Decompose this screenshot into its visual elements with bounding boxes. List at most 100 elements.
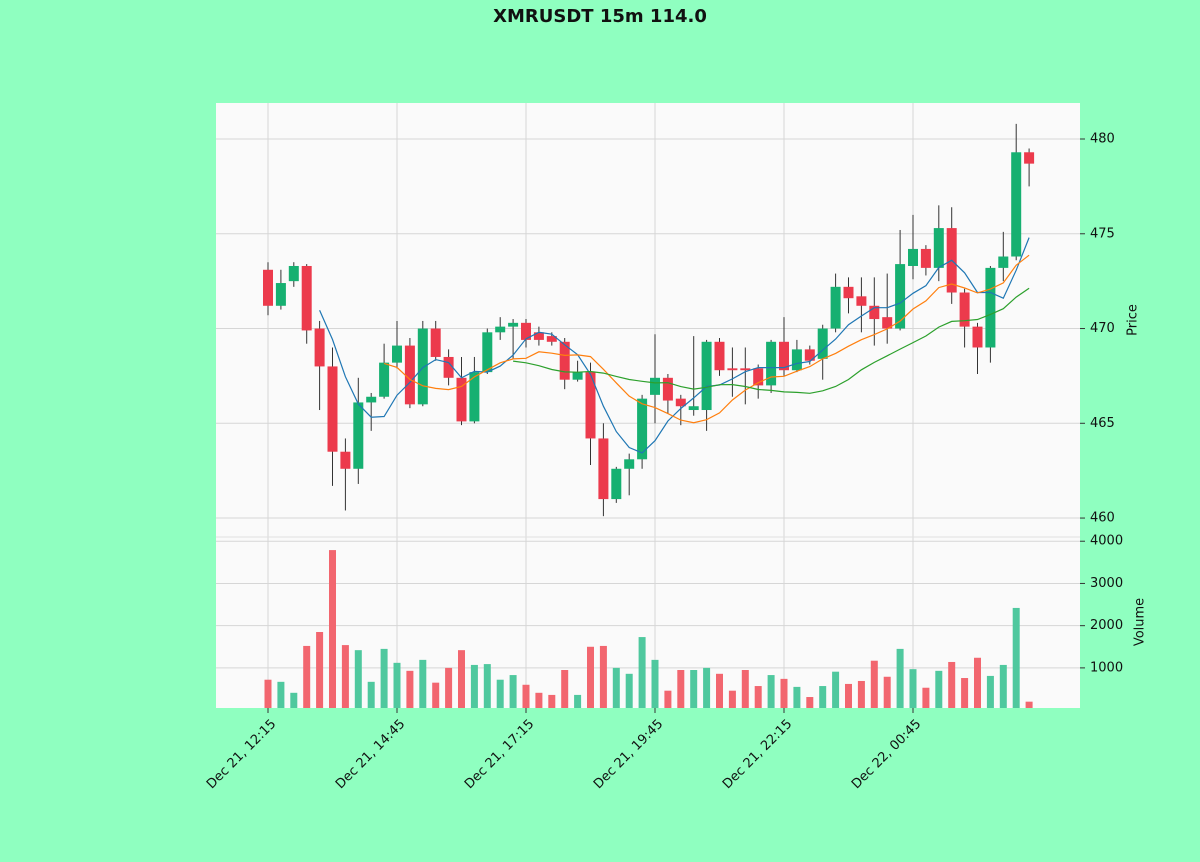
candle-body: [650, 377, 660, 395]
volume-bar: [406, 670, 414, 708]
candle-body: [611, 468, 622, 500]
volume-bar: [974, 657, 981, 708]
volume-bar: [690, 670, 698, 708]
chart-title: XMRUSDT 15m 114.0: [493, 6, 707, 27]
candle-body: [404, 345, 415, 405]
volume-bar: [625, 673, 633, 708]
candle-body: [327, 366, 338, 452]
candle-body: [856, 296, 867, 306]
volume-bar: [419, 659, 427, 708]
volume-tick-label: 3000: [1090, 576, 1123, 591]
x-tick-label: Dec 21, 22:15: [720, 717, 795, 792]
y-tick-label: 480: [1090, 132, 1115, 147]
x-tick-label: Dec 21, 17:15: [462, 717, 537, 792]
candle-body: [495, 326, 506, 333]
volume-tick-label: 1000: [1090, 660, 1123, 675]
volume-bar: [935, 670, 943, 708]
candle-body: [727, 368, 738, 371]
volume-bar: [1012, 607, 1020, 708]
volume-bar: [599, 645, 607, 708]
y-tick-label: 460: [1090, 511, 1115, 526]
volume-bar: [354, 650, 362, 708]
volume-bar: [329, 550, 336, 708]
volume-bar: [793, 686, 801, 708]
volume-bar: [574, 694, 582, 708]
volume-bar: [845, 683, 852, 708]
candle-body: [972, 326, 983, 348]
candle-body: [688, 406, 699, 411]
volume-bar: [651, 659, 659, 708]
volume-bar: [316, 632, 324, 708]
moving-average: [319, 237, 1030, 454]
candle-body: [1011, 152, 1022, 257]
volume-bar: [535, 692, 543, 708]
candle-body: [908, 248, 918, 266]
candle-body: [779, 341, 789, 371]
candle-body: [662, 377, 673, 401]
candle-body: [572, 372, 583, 380]
candle-body: [1024, 152, 1035, 164]
volume-bar: [909, 669, 917, 708]
volume-tick-label: 4000: [1090, 534, 1123, 549]
volume-bar: [870, 660, 878, 708]
candle-body: [430, 328, 441, 357]
volume-bar: [509, 675, 517, 708]
volume-bar: [522, 684, 530, 708]
candle-body: [791, 349, 802, 371]
volume-bar: [896, 648, 904, 708]
candle-body: [766, 341, 777, 386]
volume-bar: [716, 673, 723, 708]
volume-bar: [754, 686, 762, 708]
volume-bar: [948, 661, 956, 708]
y-tick-label: 465: [1090, 416, 1115, 431]
volume-bar: [1025, 701, 1033, 708]
candle-body: [598, 438, 609, 500]
volume-bar: [561, 670, 569, 708]
candle-body: [585, 372, 596, 439]
candle-body: [392, 345, 402, 363]
candle-body: [843, 286, 854, 299]
volume-bar: [367, 681, 375, 708]
x-tick-label: Dec 21, 12:15: [204, 717, 279, 792]
volume-bar: [677, 670, 685, 708]
candle-body: [263, 269, 273, 306]
candle-body: [624, 459, 635, 469]
volume-bar: [290, 692, 298, 708]
candle-body: [417, 328, 428, 405]
volume-bar: [961, 678, 969, 708]
candle-body: [469, 372, 480, 422]
x-tick-label: Dec 21, 14:45: [333, 717, 408, 792]
candle-body: [314, 328, 325, 367]
candle-body: [637, 398, 648, 460]
candle-body: [804, 349, 815, 361]
volume-bar: [264, 679, 272, 708]
volume-bar: [728, 690, 736, 708]
candle-body: [714, 341, 725, 371]
volume-bar: [277, 681, 285, 708]
volume-bar: [806, 697, 814, 708]
volume-bar: [922, 687, 930, 708]
volume-bar: [703, 667, 711, 708]
volume-bar: [664, 690, 672, 708]
volume-bar: [432, 682, 440, 708]
volume-axis-label: Volume: [1133, 598, 1148, 646]
volume-bar: [612, 667, 620, 708]
y-tick-label: 475: [1090, 226, 1115, 241]
volume-bar: [857, 680, 865, 708]
candle-body: [869, 305, 880, 320]
candle-body: [340, 451, 351, 469]
volume-bar: [832, 671, 840, 708]
y-axis-label: Price: [1126, 304, 1141, 336]
candle-body: [559, 341, 570, 380]
volume-bar: [986, 675, 994, 708]
candle-body: [753, 368, 764, 386]
candle-body: [830, 286, 841, 329]
candle-body: [508, 322, 519, 327]
volume-bar: [496, 679, 504, 708]
candle-body: [533, 332, 544, 340]
x-tick-label: Dec 21, 19:45: [591, 717, 666, 792]
volume-bar: [999, 664, 1007, 708]
volume-bar: [303, 645, 311, 708]
candle-body: [740, 368, 751, 371]
